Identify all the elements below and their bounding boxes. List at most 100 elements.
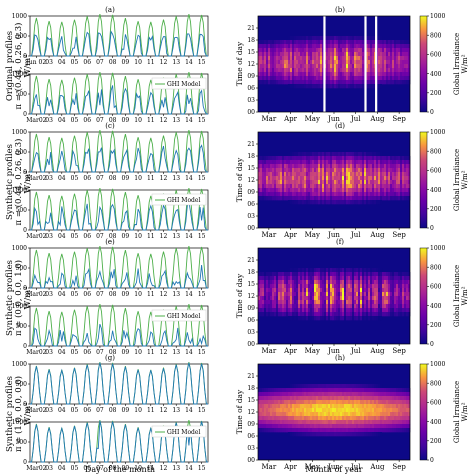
heatmap-cell <box>400 420 403 425</box>
heatmap-cell <box>358 72 361 77</box>
x-tick-label: Mar02 <box>26 117 46 124</box>
heatmap-cell <box>276 64 279 69</box>
heatmap-cell <box>338 164 341 169</box>
heatmap-cell <box>396 272 399 277</box>
heatmap-cell <box>390 48 393 53</box>
heatmap-cell <box>334 408 337 413</box>
heatmap-cell <box>266 400 269 405</box>
heatmap-cell <box>344 428 347 433</box>
heatmap-cell <box>394 312 397 317</box>
heatmap-cell <box>284 76 287 81</box>
heatmap-cell <box>262 400 265 405</box>
heatmap-cell <box>350 160 353 165</box>
heatmap-cell <box>302 388 305 393</box>
heatmap-cell <box>286 396 289 401</box>
heatmap-cell <box>348 416 351 421</box>
heatmap-cell <box>324 316 327 321</box>
heatmap-cell <box>316 160 319 165</box>
heatmap-cell <box>294 304 297 309</box>
colorbar-label-line: Global Irradiance <box>453 381 461 443</box>
heatmap-cell <box>272 408 275 413</box>
heatmap-cell <box>340 44 343 49</box>
x-tick-label: 14 <box>185 175 193 182</box>
heatmap-cell <box>288 160 291 165</box>
heatmap-cell <box>314 64 317 69</box>
heatmap-cell <box>396 164 399 169</box>
heatmap-cell <box>286 300 289 305</box>
heatmap-cell <box>370 408 373 413</box>
heatmap-cell <box>310 52 313 57</box>
heatmap-cell <box>276 40 279 45</box>
heatmap-cell <box>278 276 281 281</box>
heatmap-cell <box>334 392 337 397</box>
heatmap-cell <box>372 432 375 437</box>
heatmap-cell <box>316 272 319 277</box>
heatmap-cell <box>274 296 277 301</box>
heatmap-cell <box>316 60 319 65</box>
heatmap-cell <box>316 316 319 321</box>
heatmap-cell <box>366 184 369 189</box>
heatmap-cell <box>356 308 359 313</box>
heatmap-cell <box>330 196 333 201</box>
heatmap-cell <box>342 428 345 433</box>
heatmap-cell <box>320 432 323 437</box>
heatmap-cell <box>294 156 297 161</box>
heatmap-cell <box>362 152 365 157</box>
heatmap-cell <box>270 424 273 429</box>
heatmap-cell <box>340 172 343 177</box>
data-gap-stripe <box>375 16 378 112</box>
heatmap-cell <box>332 300 335 305</box>
heatmap-cell <box>406 392 409 397</box>
heatmap-cell <box>340 396 343 401</box>
heatmap-cell <box>292 432 295 437</box>
heatmap-cell <box>318 388 321 393</box>
heatmap-cell <box>334 400 337 405</box>
heatmap-cell <box>302 180 305 185</box>
heatmap-cell <box>380 60 383 65</box>
heatmap-cell <box>294 72 297 77</box>
heatmap-cell <box>298 304 301 309</box>
heatmap-cell <box>366 160 369 165</box>
heatmap-cell <box>334 72 337 77</box>
heatmap-cell <box>264 56 267 61</box>
heatmap-cell <box>384 296 387 301</box>
heatmap-cell <box>372 56 375 61</box>
x-tick-label: 09 <box>122 175 130 182</box>
heatmap-cell <box>344 384 347 389</box>
heatmap-cell <box>342 412 345 417</box>
heatmap-cell <box>288 180 291 185</box>
heatmap-cell <box>332 184 335 189</box>
heatmap-cell <box>342 280 345 285</box>
heatmap-cell <box>396 388 399 393</box>
heatmap-cell <box>374 292 377 297</box>
heatmap-cell <box>334 36 337 41</box>
heatmap-cell <box>322 384 325 389</box>
heatmap-cell <box>350 412 353 417</box>
heatmap-cell <box>316 188 319 193</box>
heatmap-cell <box>316 192 319 197</box>
heatmap-cell <box>260 52 263 57</box>
heatmap-cell <box>362 64 365 69</box>
heatmap-cell <box>364 200 367 205</box>
heatmap-cell <box>396 72 399 77</box>
heatmap-cell <box>262 196 265 201</box>
heatmap-cell <box>262 52 265 57</box>
heatmap-cell <box>312 276 315 281</box>
heatmap-cell <box>352 40 355 45</box>
heatmap-cell <box>308 292 311 297</box>
heatmap-cell <box>348 60 351 65</box>
heatmap-cell <box>368 300 371 305</box>
heatmap-cell <box>384 52 387 57</box>
heatmap-cell <box>320 276 323 281</box>
heatmap-cell <box>336 84 339 89</box>
heatmap-cell <box>386 272 389 277</box>
heatmap-cell <box>264 76 267 81</box>
heatmap-cell <box>314 36 317 41</box>
heatmap-cell <box>280 288 283 293</box>
heatmap-cell <box>396 284 399 289</box>
heatmap-cell <box>316 196 319 201</box>
heatmap-cell <box>292 392 295 397</box>
heatmap-cell <box>264 412 267 417</box>
heatmap-cell <box>350 284 353 289</box>
heatmap-cell <box>318 420 321 425</box>
